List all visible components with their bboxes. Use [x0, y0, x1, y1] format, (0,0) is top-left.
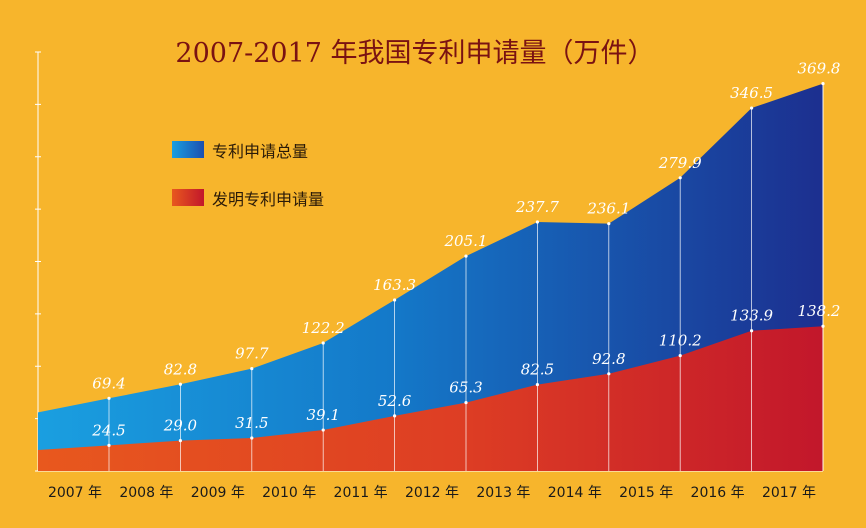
series-invention-point — [250, 436, 254, 440]
legend-item-total: 专利申请总量 — [172, 141, 308, 161]
series-invention-point — [535, 382, 540, 387]
series-total-point — [250, 367, 254, 371]
series-invention-point — [107, 443, 111, 447]
data-label-invention: 39.1 — [306, 406, 339, 424]
series-invention-point — [464, 400, 468, 405]
plot-areas — [38, 83, 823, 472]
series-total-point — [607, 222, 611, 226]
series-total-point — [107, 396, 111, 400]
series-invention-point — [607, 372, 611, 376]
data-label-total: 346.5 — [730, 84, 773, 102]
legend-label-invention: 发明专利申请量 — [212, 190, 324, 209]
data-label-total: 97.7 — [235, 345, 269, 363]
legend-item-invention: 发明专利申请量 — [172, 189, 324, 209]
legend-swatch-total — [172, 141, 204, 158]
legend-label-total: 专利申请总量 — [212, 142, 308, 161]
data-label-total: 69.4 — [92, 374, 125, 392]
data-label-total: 122.2 — [302, 319, 345, 337]
series-invention-area — [38, 326, 823, 471]
x-tick-label: 2011 年 — [334, 485, 388, 501]
x-tick-label: 2012 年 — [405, 485, 459, 501]
x-tick-label: 2017 年 — [762, 485, 816, 501]
data-label-invention: 65.3 — [449, 379, 482, 397]
x-tick-label: 2008 年 — [119, 485, 173, 501]
data-label-invention: 24.5 — [91, 421, 125, 439]
gridlines — [107, 82, 825, 471]
x-tick-label: 2015 年 — [619, 485, 673, 501]
legend: 专利申请总量 发明专利申请量 — [172, 141, 324, 209]
data-label-invention: 52.6 — [378, 392, 412, 410]
series-total-point — [750, 106, 754, 110]
series-invention-point — [321, 428, 325, 432]
x-axis-tick-labels: 2007 年 2008 年 2009 年 2010 年 2011 年 2012 年 2013… — [48, 485, 816, 501]
data-label-invention: 31.5 — [235, 414, 268, 432]
data-label-total: 237.7 — [515, 198, 559, 216]
x-tick-label: 2010 年 — [262, 485, 316, 501]
data-label-invention: 133.9 — [730, 307, 773, 325]
series-total-point — [535, 220, 540, 224]
x-tick-label: 2009 年 — [191, 485, 245, 501]
x-tick-label: 2016 年 — [691, 485, 745, 501]
data-label-invention: 82.5 — [521, 361, 554, 379]
series-invention-point — [178, 439, 182, 443]
data-label-total: 205.1 — [444, 232, 488, 250]
data-label-invention: 138.2 — [798, 302, 841, 320]
data-label-invention: 92.8 — [592, 350, 625, 368]
series-invention-point — [750, 329, 754, 333]
series-total-point — [464, 254, 468, 258]
series-total-point — [393, 298, 397, 302]
data-label-total: 236.1 — [586, 200, 630, 218]
data-label-total: 279.9 — [658, 154, 702, 172]
data-label-invention: 110.2 — [659, 332, 702, 350]
series-invention-point — [678, 353, 682, 358]
data-labels: 69.4 82.8 97.7 122.2 163.3 205.1 237.7 236.1 279… — [91, 60, 840, 440]
chart-title: 2007-2017 年我国专利申请量（万件） — [175, 38, 654, 69]
series-total-point — [321, 341, 325, 345]
data-label-total: 82.8 — [164, 360, 197, 378]
data-label-total: 163.3 — [373, 276, 416, 294]
series-invention-point — [393, 414, 397, 418]
data-label-total: 369.8 — [798, 60, 841, 78]
x-tick-label: 2007 年 — [48, 485, 102, 501]
x-tick-label: 2013 年 — [476, 485, 530, 501]
series-total-point — [178, 382, 182, 386]
data-label-invention: 29.0 — [163, 417, 198, 435]
legend-swatch-invention — [172, 189, 204, 206]
series-total-point — [678, 176, 682, 180]
x-tick-label: 2014 年 — [548, 485, 602, 501]
